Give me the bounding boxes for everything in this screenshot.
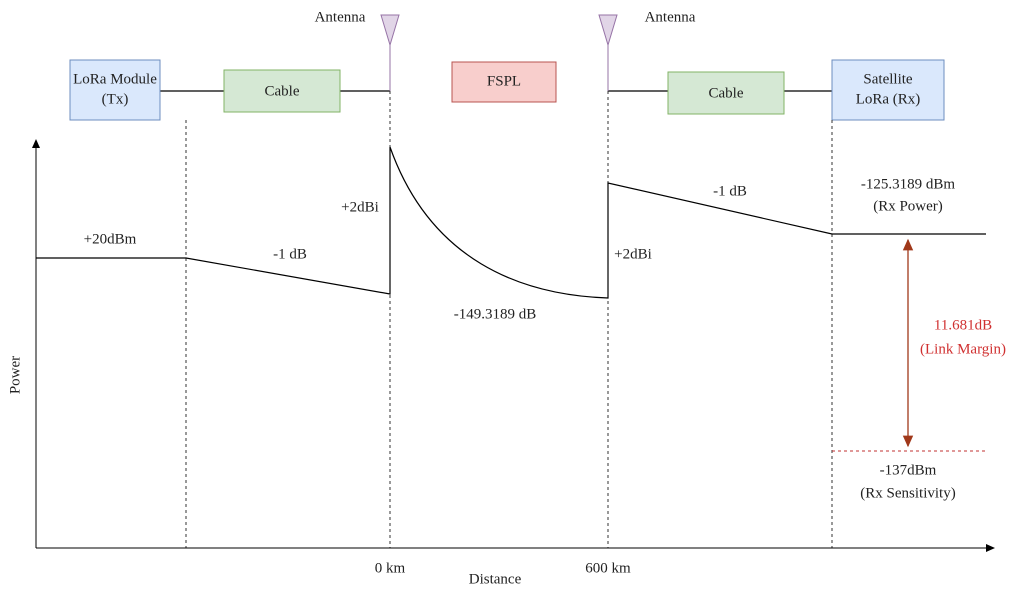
antenna-label: Antenna <box>315 9 366 25</box>
block-label: (Tx) <box>102 91 129 107</box>
annotation: (Rx Sensitivity) <box>860 485 955 501</box>
block-label: LoRa Module <box>73 71 157 87</box>
cable-block <box>667 71 785 115</box>
tx-block <box>69 59 161 121</box>
annotation: +20dBm <box>84 231 137 247</box>
annotation: +2dBi <box>614 246 652 262</box>
annotation: +2dBi <box>341 199 379 215</box>
fspl-block <box>451 61 557 103</box>
block-label: Satellite <box>863 71 912 87</box>
annotation: (Rx Power) <box>873 198 943 214</box>
power-profile <box>36 146 986 299</box>
annotation: -149.3189 dB <box>454 306 537 322</box>
x-mark-label: 600 km <box>585 560 631 576</box>
x-mark-label: 0 km <box>375 560 406 576</box>
block-label: Cable <box>265 83 300 99</box>
x-axis-label: Distance <box>469 571 522 587</box>
block-label: Cable <box>709 85 744 101</box>
guides <box>185 91 986 548</box>
block-label: LoRa (Rx) <box>856 91 921 107</box>
annotation: 11.681dB <box>934 317 992 333</box>
cable-block <box>223 69 341 113</box>
annotation: -1 dB <box>713 183 747 199</box>
y-axis-label: Power <box>7 356 23 394</box>
annotation: -1 dB <box>273 246 307 262</box>
antenna-icon <box>380 14 618 91</box>
rx-block <box>831 59 945 121</box>
annotation: -137dBm <box>880 462 937 478</box>
block-label: FSPL <box>487 73 521 89</box>
annotation: -125.3189 dBm <box>861 176 956 192</box>
antenna-label: Antenna <box>645 9 696 25</box>
annotation: (Link Margin) <box>920 341 1006 357</box>
